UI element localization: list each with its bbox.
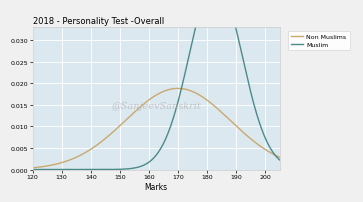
Non Muslims [30, 167, 35, 169]
Muslim [149, 159, 154, 162]
Text: 2018 - Personality Test -Overall: 2018 - Personality Test -Overall [33, 17, 164, 26]
Non Muslims [148, 99, 152, 101]
Muslim [178, 95, 182, 98]
Non Muslims [149, 98, 154, 100]
X-axis label: Marks: Marks [144, 182, 168, 191]
Line: Non Muslims: Non Muslims [33, 89, 280, 168]
Non Muslims [164, 90, 168, 92]
Non Muslims [178, 88, 182, 90]
Text: @SanjeevSanskrit: @SanjeevSanskrit [111, 102, 201, 110]
Line: Muslim: Muslim [33, 0, 280, 170]
Non Muslims [176, 88, 180, 90]
Non Muslims [233, 124, 238, 127]
Muslim [272, 153, 276, 155]
Muslim [164, 137, 168, 139]
Non Muslims [272, 154, 276, 156]
Muslim [30, 168, 35, 171]
Legend: Non Muslims, Muslim: Non Muslims, Muslim [287, 31, 350, 51]
Muslim [277, 159, 282, 161]
Muslim [233, 26, 238, 29]
Non Muslims [277, 156, 282, 159]
Muslim [148, 160, 152, 163]
